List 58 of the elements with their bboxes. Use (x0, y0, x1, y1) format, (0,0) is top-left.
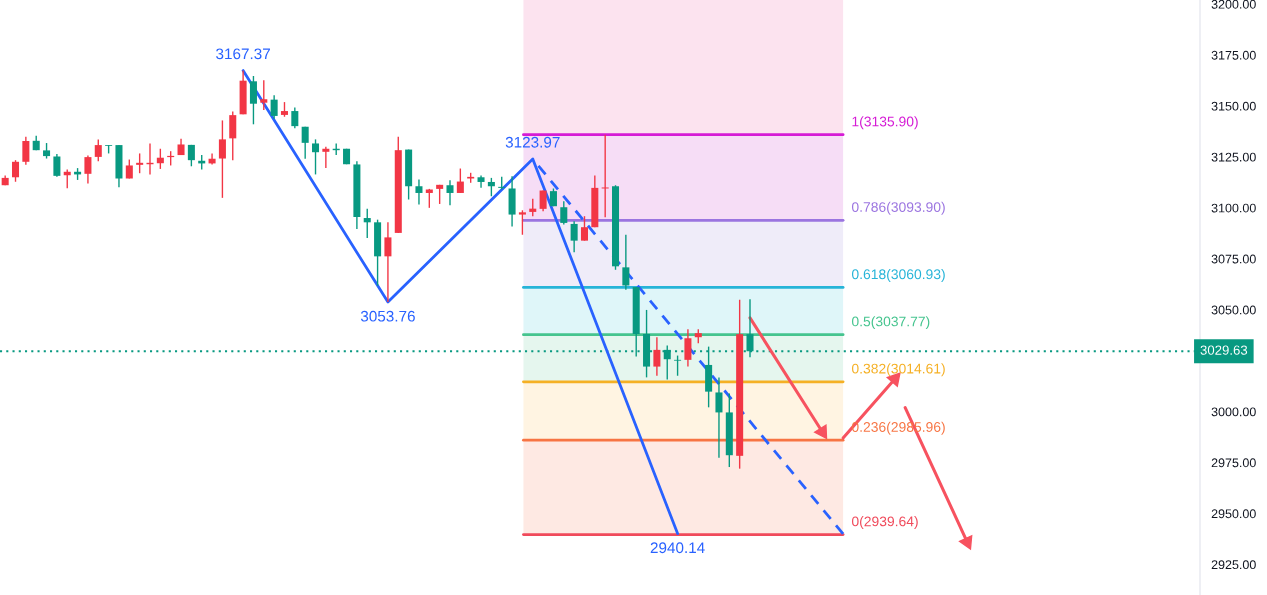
candlestick (415, 178, 423, 206)
candlestick (674, 354, 682, 377)
ref-line-label: 0.382(3014.61) (851, 363, 945, 377)
ref-line-label: 0.618(3060.93) (851, 268, 945, 282)
ref-line-label: 0.5(3037.77) (851, 316, 930, 330)
y-tick-label: 3050.00 (1211, 305, 1256, 315)
candlestick (601, 133, 609, 218)
ref-line-label: 0.786(3093.90) (851, 201, 945, 215)
ref-line-label: 1(3135.90) (852, 116, 918, 130)
candlestick (363, 208, 371, 239)
candlestick (136, 152, 144, 174)
data-label: 3167.37 (216, 48, 270, 60)
y-tick-label: 2950.00 (1211, 509, 1256, 519)
candlestick (518, 209, 526, 236)
candlestick (249, 75, 257, 125)
ref-line-label: 0(2939.64) (851, 516, 918, 530)
candlestick (291, 106, 299, 130)
y-tick-label: 3200.00 (1211, 0, 1256, 9)
candlestick (487, 177, 495, 197)
y-tick-label: 3000.00 (1211, 407, 1256, 417)
candlestick (22, 136, 30, 166)
candlestick (446, 179, 454, 206)
candlestick (653, 336, 661, 377)
candlestick (53, 153, 61, 178)
data-label: 2940.14 (650, 542, 705, 554)
candlestick (322, 146, 330, 169)
candlestick (125, 158, 133, 180)
candlestick (560, 200, 568, 226)
candlestick (12, 159, 20, 183)
candlestick (301, 126, 309, 160)
y-tick-label: 3150.00 (1211, 101, 1256, 111)
point (958, 535, 973, 550)
candlestick (156, 148, 164, 170)
y-tick-label: 3175.00 (1211, 50, 1256, 60)
candlestick (270, 94, 278, 120)
candlestick (570, 220, 578, 253)
candlestick (622, 234, 630, 291)
candlestick (218, 119, 226, 199)
candlestick (456, 167, 464, 194)
candlestick (384, 221, 392, 303)
y-tick-label: 2925.00 (1211, 560, 1256, 570)
data-label: 3123.97 (505, 136, 560, 148)
candlestick (477, 174, 485, 189)
candlestick (260, 79, 268, 111)
candlestick (580, 215, 588, 242)
y-tick-label: 3100.00 (1211, 203, 1256, 213)
ref-line-label: 3029.63 (1200, 345, 1248, 355)
candlestick (229, 110, 237, 161)
y-tick-label: 3075.00 (1211, 254, 1256, 264)
candlestick (84, 154, 92, 185)
candlestick (715, 376, 723, 459)
y-tick-label: 2975.00 (1211, 458, 1256, 468)
candlestick (312, 138, 320, 176)
candlestick (94, 138, 102, 162)
point (814, 424, 828, 440)
y-tick-label: 3125.00 (1211, 152, 1256, 162)
data-label: 3053.76 (360, 310, 415, 322)
candlestick (684, 328, 692, 368)
